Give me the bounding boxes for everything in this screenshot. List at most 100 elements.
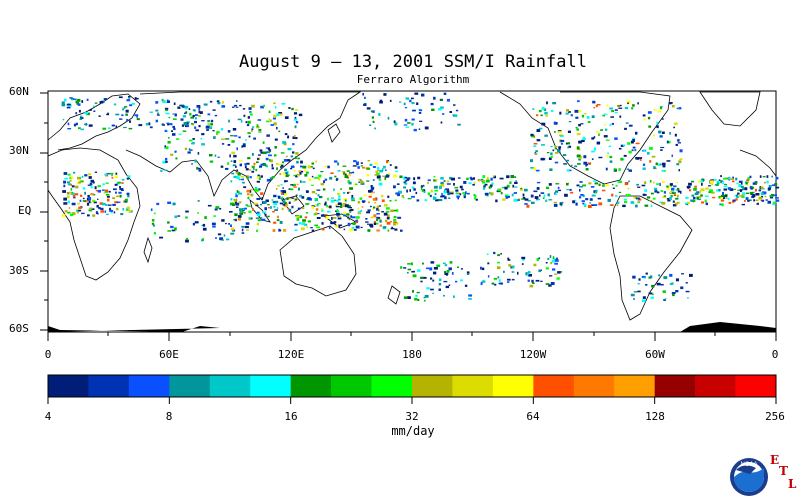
rain-pixel [656, 125, 659, 129]
rain-pixel [286, 203, 288, 206]
rain-pixel [387, 173, 391, 175]
rain-pixel [628, 180, 630, 183]
rain-pixel [474, 197, 477, 200]
rain-pixel [602, 114, 606, 117]
rain-pixel [122, 107, 126, 109]
rain-pixel [295, 156, 297, 160]
rain-pixel [403, 178, 406, 181]
rain-pixel [81, 100, 84, 103]
rain-pixel [172, 118, 177, 120]
rain-pixel [596, 104, 601, 106]
rain-pixel [209, 100, 213, 103]
rain-pixel [642, 167, 646, 170]
rain-pixel [720, 175, 722, 178]
rain-pixel [393, 216, 397, 218]
rain-pixel [505, 194, 508, 198]
rain-pixel [364, 96, 366, 99]
rain-pixel [342, 165, 347, 167]
rain-pixel [468, 294, 473, 297]
rain-pixel [749, 199, 752, 201]
coastlines [47, 91, 777, 321]
rain-pixel [172, 202, 176, 206]
rain-pixel [92, 200, 96, 202]
rain-pixel [497, 188, 501, 192]
rain-pixel [669, 183, 673, 186]
rain-pixel [559, 202, 563, 206]
rain-pixel [498, 282, 502, 285]
rain-pixel [644, 189, 648, 192]
rain-pixel [658, 163, 662, 166]
rain-pixel [232, 203, 236, 206]
rain-pixel [111, 124, 115, 127]
rain-pixel [360, 182, 365, 185]
rain-pixel [723, 188, 727, 191]
rain-pixel [235, 172, 239, 174]
rain-pixel [577, 163, 581, 165]
rain-pixel [84, 123, 88, 126]
rain-pixel [754, 188, 757, 192]
rain-pixel [511, 271, 515, 273]
rain-pixel [213, 215, 216, 217]
rain-pixel [645, 284, 648, 286]
rain-pixel [77, 202, 80, 205]
rain-pixel [424, 299, 426, 302]
rain-pixel [752, 196, 755, 199]
rain-pixel [705, 187, 709, 190]
rain-pixel [649, 200, 653, 202]
etl-letter-t: T [779, 464, 788, 478]
rain-pixel [514, 186, 518, 188]
rain-pixel [126, 99, 131, 102]
rain-pixel [67, 200, 70, 204]
rain-pixel [395, 192, 400, 195]
rain-pixel [88, 109, 92, 111]
rain-pixel [612, 187, 615, 189]
rain-pixel [343, 228, 346, 231]
rain-pixel [675, 203, 678, 206]
rain-pixel [386, 221, 391, 225]
rain-pixel [439, 186, 442, 190]
coastline-madagascar [143, 236, 153, 264]
rain-pixel [578, 110, 582, 113]
rain-pixel [320, 183, 324, 186]
rain-pixel [287, 207, 290, 210]
rain-pixel [94, 186, 97, 190]
rain-pixel [337, 162, 340, 166]
rain-pixel [90, 179, 94, 183]
rain-pixel [373, 214, 377, 218]
rain-pixel [548, 183, 552, 186]
rain-pixel [113, 211, 116, 214]
rain-pixel [275, 188, 278, 190]
rain-pixel [67, 183, 71, 186]
rain-pixel [714, 184, 718, 186]
rain-pixel [544, 111, 548, 115]
rain-pixel [483, 186, 486, 190]
rain-pixel [331, 197, 334, 199]
rain-pixel [653, 181, 655, 184]
rain-pixel [521, 198, 525, 200]
rain-pixel [260, 151, 263, 154]
rain-pixel [775, 176, 779, 180]
rain-pixel [587, 121, 591, 123]
rain-pixel [278, 130, 281, 133]
rain-pixel [257, 119, 262, 121]
rain-pixel [324, 201, 327, 205]
rain-pixel [653, 166, 656, 170]
rain-pixel [534, 196, 539, 199]
rain-pixel [291, 197, 295, 199]
rain-pixel [414, 297, 418, 301]
rain-pixel [764, 195, 767, 198]
rain-pixel [245, 121, 248, 124]
rain-pixel [86, 98, 89, 101]
rain-pixel [93, 110, 96, 112]
rain-pixel [440, 121, 443, 124]
rain-pixel [537, 198, 540, 201]
rain-pixel [337, 192, 341, 195]
rain-pixel [145, 123, 149, 126]
rain-pixel [403, 102, 406, 106]
rain-pixel [749, 191, 754, 195]
rain-pixel [348, 181, 352, 185]
rain-pixel [184, 105, 189, 109]
coastline-west-africa-east [739, 149, 777, 177]
rain-pixel [267, 179, 272, 181]
rain-pixel [583, 203, 587, 206]
